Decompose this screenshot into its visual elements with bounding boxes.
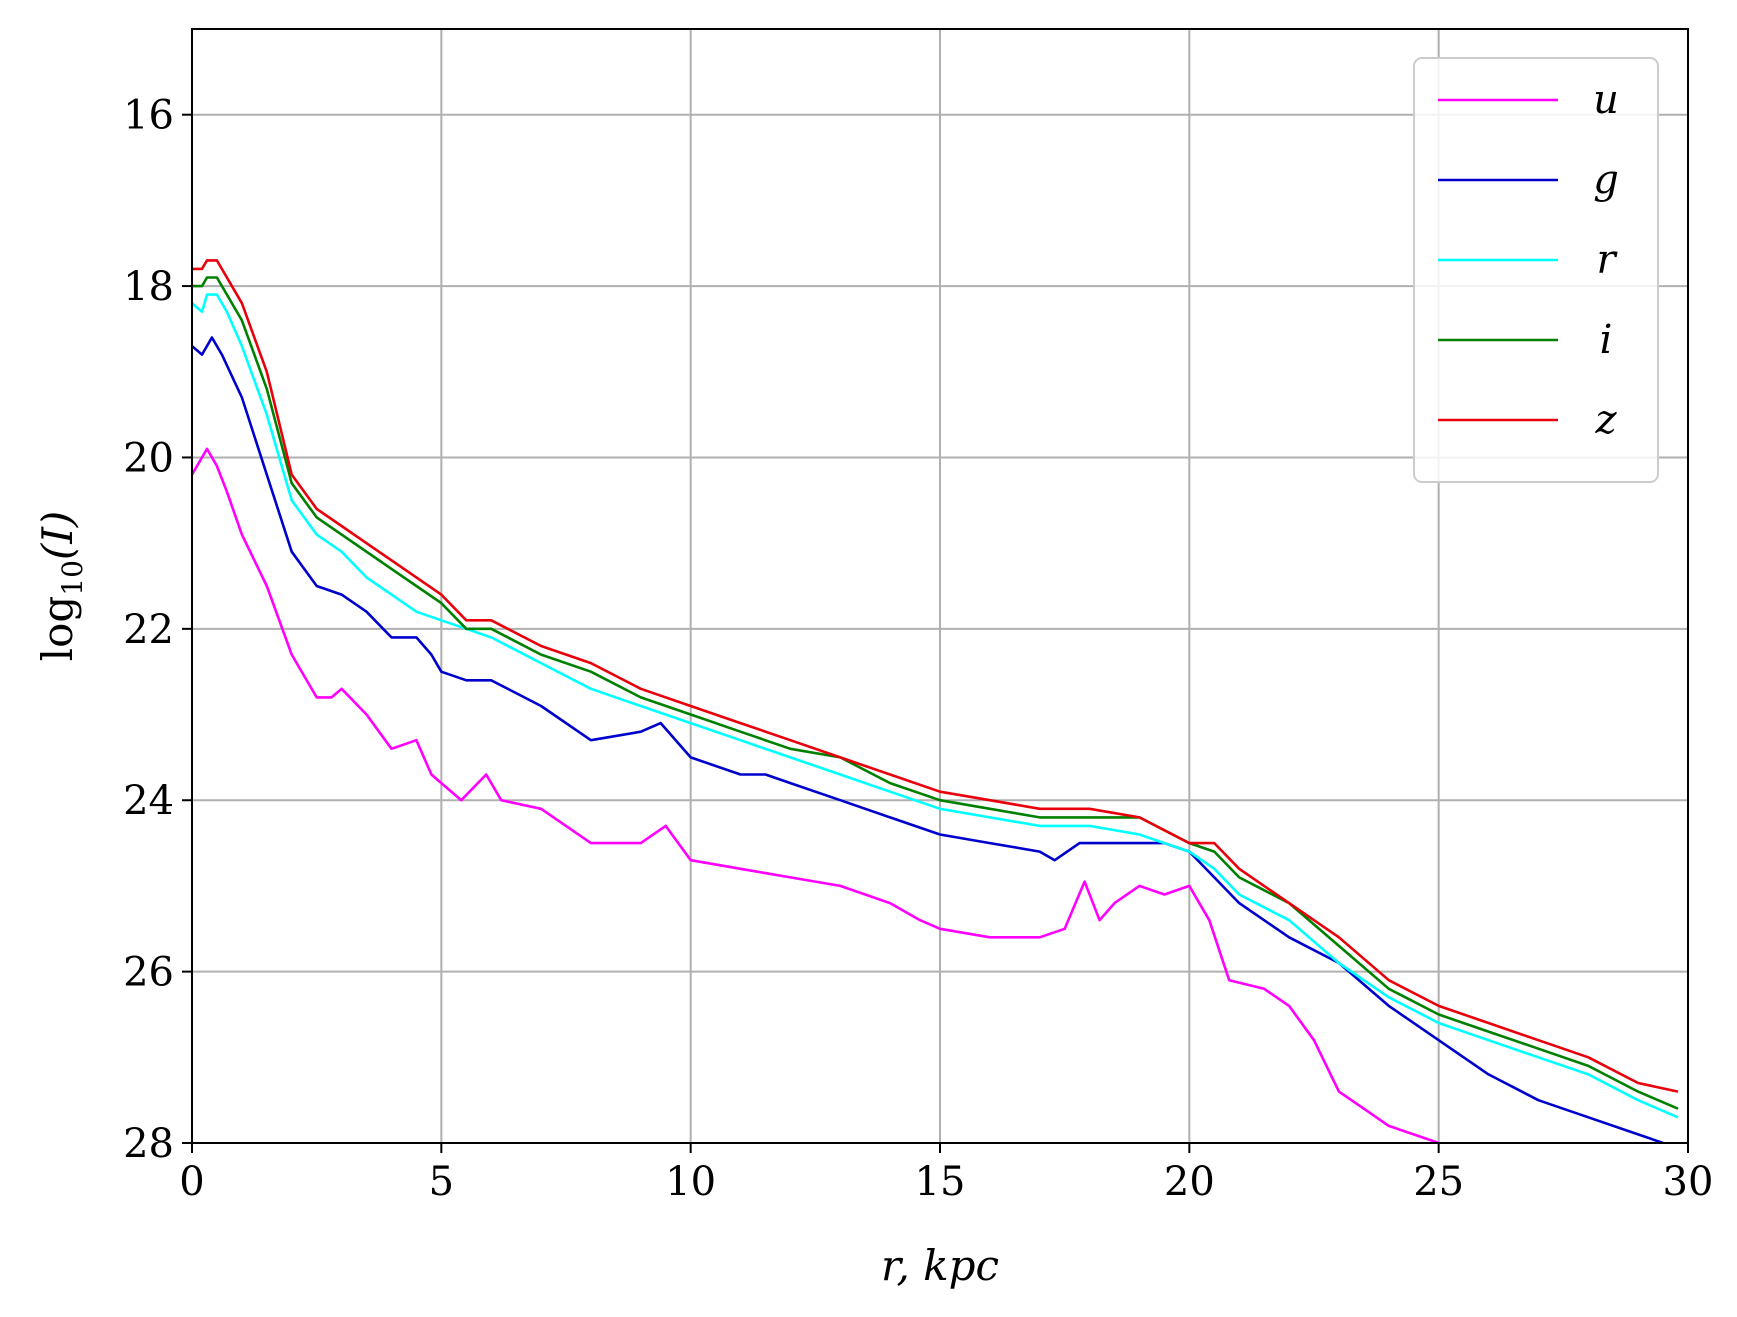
y-tick-label: 24 — [123, 778, 174, 824]
y-axis-label-arg: (I) — [33, 511, 82, 560]
x-tick-label: 30 — [1663, 1159, 1714, 1205]
x-tick-label: 0 — [179, 1159, 204, 1205]
x-tick-label: 10 — [665, 1159, 716, 1205]
y-axis-label: log10(I) — [33, 511, 89, 662]
legend-label-i: i — [1600, 317, 1613, 363]
y-tick-label: 26 — [123, 950, 174, 996]
y-tick-label: 22 — [123, 607, 174, 653]
series-layer — [192, 259, 1679, 1143]
series-line-r — [192, 293, 1679, 1119]
legend-label-r: r — [1596, 237, 1618, 283]
x-tick-label: 15 — [915, 1159, 966, 1205]
x-tick-label: 25 — [1413, 1159, 1464, 1205]
y-axis-label-base: log — [33, 596, 82, 662]
y-axis-label-sub: 10 — [56, 560, 89, 596]
series-line-g — [192, 336, 1664, 1143]
legend-label-u: u — [1593, 77, 1619, 123]
y-tick-label: 20 — [123, 435, 174, 481]
x-tick-label: 20 — [1164, 1159, 1215, 1205]
x-axis-ticks: 0 5 10 15 20 25 30 — [179, 1143, 1713, 1205]
y-tick-label: 18 — [123, 264, 174, 310]
y-axis-ticks: 16 18 20 22 24 26 28 — [123, 93, 192, 1167]
series-line-u — [192, 447, 1440, 1143]
x-tick-label: 5 — [429, 1159, 454, 1205]
legend-label-g: g — [1593, 157, 1619, 203]
x-axis-label: r, kpc — [881, 1241, 999, 1290]
y-tick-label: 28 — [123, 1121, 174, 1167]
series-line-i — [192, 276, 1679, 1110]
legend-label-z: z — [1594, 397, 1617, 443]
series-line-z — [192, 259, 1679, 1093]
y-tick-label: 16 — [123, 93, 174, 139]
legend-box — [1413, 57, 1659, 483]
